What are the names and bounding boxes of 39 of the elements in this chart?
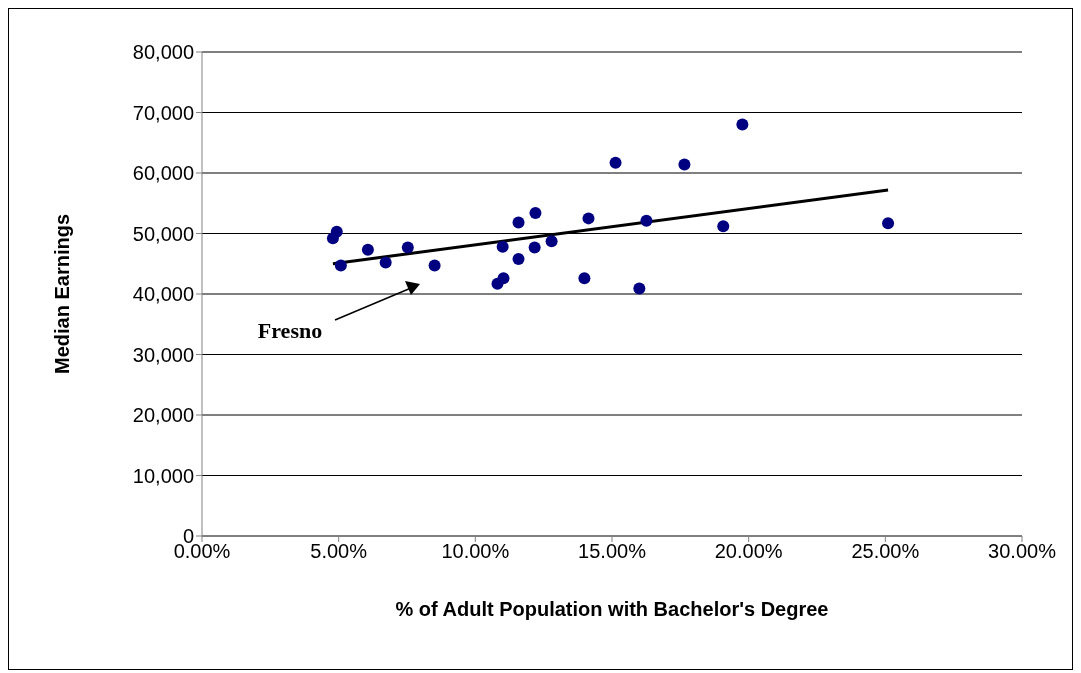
point [528, 241, 541, 254]
point [361, 243, 374, 256]
y-tick-label: 20,000 [132, 404, 194, 427]
point [496, 240, 509, 253]
point [678, 158, 691, 171]
annotation: Fresno [257, 318, 323, 343]
point [609, 156, 622, 169]
y-axis-title: Median Earnings [51, 213, 74, 375]
point [497, 272, 510, 285]
point [529, 206, 542, 219]
y-tick-label: 70,000 [132, 101, 194, 124]
point [545, 235, 558, 248]
point [330, 225, 343, 238]
x-tick-label: 25.00% [851, 540, 920, 563]
x-axis-title: % of Adult Population with Bachelor's Degree [395, 598, 829, 620]
point [428, 259, 441, 272]
x-tick-label: 20.00% [714, 540, 783, 563]
y-tick-label: 50,000 [132, 222, 194, 245]
y-tick-label: 80,000 [132, 41, 194, 64]
point [401, 241, 414, 254]
x-tick-label: 5.00% [310, 540, 368, 563]
y-tick-label: 60,000 [132, 162, 194, 185]
point [640, 214, 653, 227]
point [717, 220, 730, 233]
y-tick-label: 30,000 [132, 343, 194, 366]
x-tick-label: 30.00% [988, 540, 1057, 563]
x-tick-label: 15.00% [578, 540, 647, 563]
y-tick-label: 10,000 [132, 464, 194, 487]
point [379, 256, 392, 269]
point [736, 118, 749, 131]
point [633, 282, 646, 295]
point [512, 252, 525, 265]
point [882, 217, 895, 230]
point [578, 272, 591, 285]
point [582, 212, 595, 225]
point [512, 216, 525, 229]
point [334, 259, 347, 272]
y-tick-label: 40,000 [132, 283, 194, 306]
x-tick-label: 10.00% [441, 540, 510, 563]
